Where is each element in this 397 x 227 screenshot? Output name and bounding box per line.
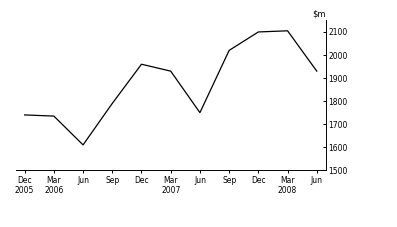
- Text: $m: $m: [312, 10, 326, 19]
